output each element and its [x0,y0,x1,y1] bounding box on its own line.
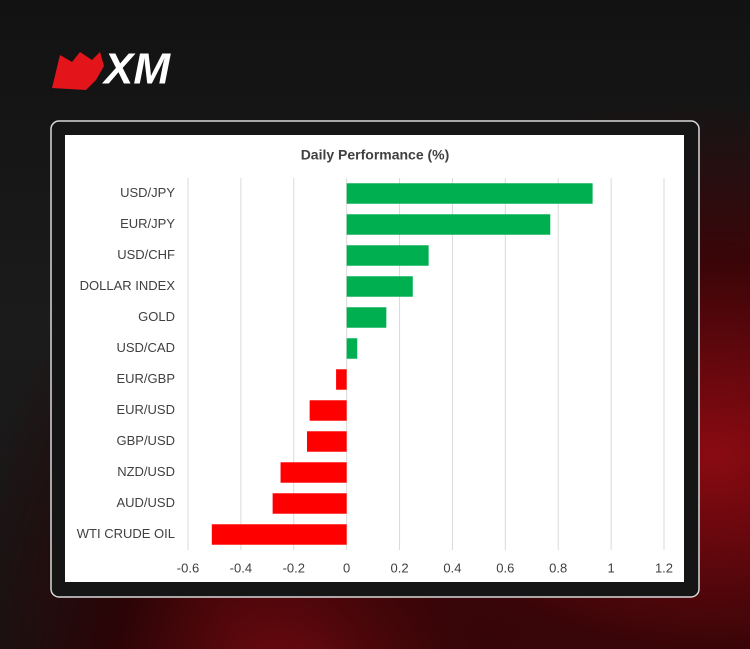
x-tick-label: -0.6 [177,560,199,575]
x-tick-label: 0.6 [496,560,514,575]
x-tick-label: 0.2 [391,560,409,575]
bar [280,462,347,483]
x-tick-label: -0.2 [283,560,305,575]
y-tick-label: AUD/USD [116,495,175,510]
y-tick-label: EUR/GBP [116,371,175,386]
bar [346,245,429,266]
logo-bull [52,52,104,90]
y-tick-label: EUR/USD [116,402,175,417]
y-tick-label: WTI CRUDE OIL [77,526,175,541]
bar [346,307,387,328]
x-tick-label: 1 [607,560,614,575]
y-tick-label: GOLD [138,309,175,324]
bar [272,493,347,514]
logo-text: XM [101,45,171,94]
bar [346,214,551,235]
y-tick-label: EUR/JPY [120,216,175,231]
x-tick-label: 0 [343,560,350,575]
bar [346,183,593,204]
y-tick-label: GBP/USD [116,433,175,448]
bar [307,431,347,452]
bar [211,524,347,545]
bar [346,276,413,297]
logo: XM [52,45,171,94]
bar [336,369,347,390]
bar [309,400,347,421]
x-tick-label: -0.4 [230,560,252,575]
y-tick-label: USD/CHF [117,247,175,262]
x-tick-label: 0.8 [549,560,567,575]
y-tick-label: DOLLAR INDEX [80,278,176,293]
x-tick-label: 0.4 [443,560,461,575]
bar [346,338,358,359]
y-tick-label: NZD/USD [117,464,175,479]
y-tick-label: USD/CAD [116,340,175,355]
x-tick-label: 1.2 [655,560,673,575]
y-tick-label: USD/JPY [120,185,175,200]
chart-title: Daily Performance (%) [301,147,450,163]
plot-background [65,135,684,582]
